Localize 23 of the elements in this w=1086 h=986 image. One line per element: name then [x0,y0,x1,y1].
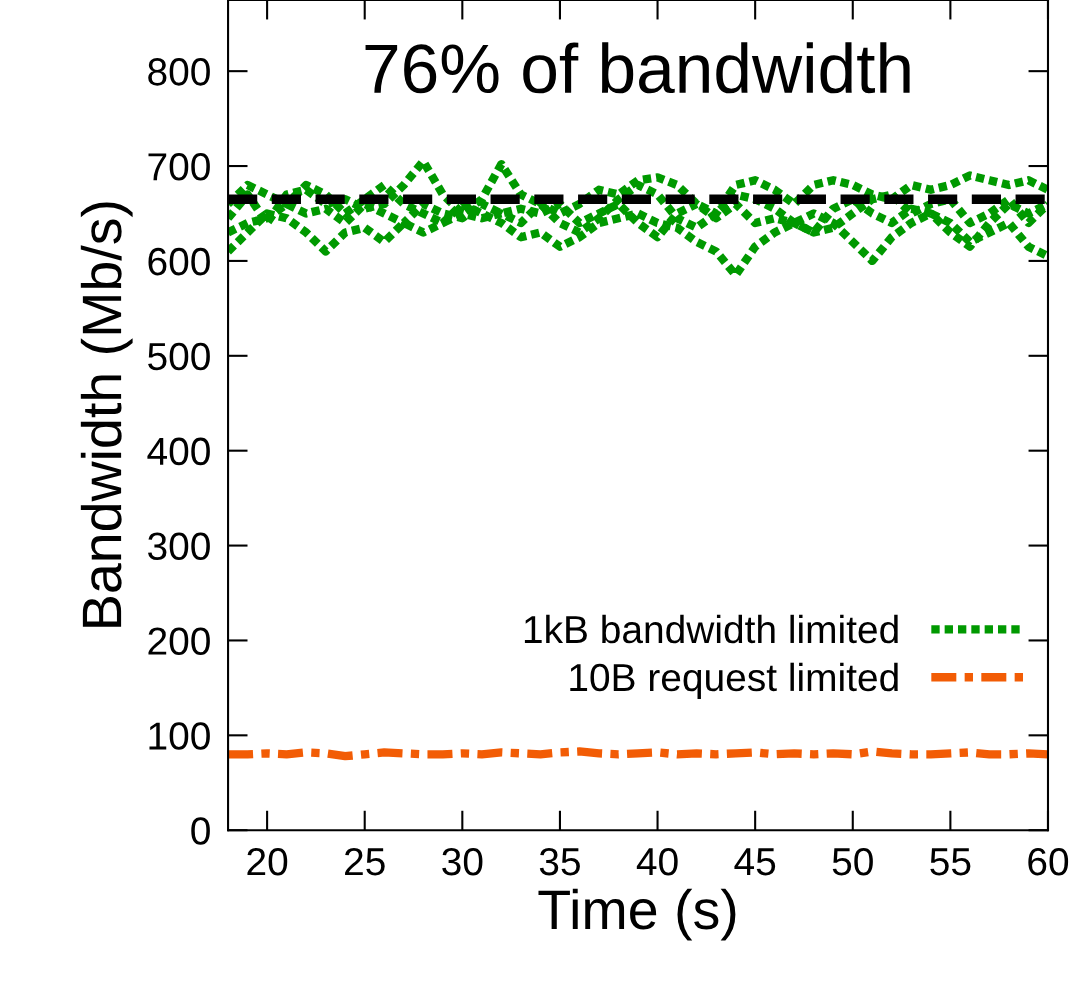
y-tick-label: 800 [148,58,210,86]
y-tick-label: 200 [148,627,210,655]
x-tick-label: 45 [734,848,776,876]
x-tick-label: 30 [442,847,483,876]
y-tick-label: 100 [149,722,210,750]
x-tick-label: 50 [832,847,873,876]
legend-label: 1kB bandwidth limited [524,614,898,644]
x-axis-title: Time (s) [538,888,736,941]
y-tick-label: 600 [148,247,210,276]
x-tick-label: 55 [930,848,971,876]
x-tick-label: 35 [539,847,580,876]
legend-label: 10B request limited [570,662,898,699]
annotation: 76% of bandwidth [365,42,910,94]
y-tick-label: 700 [148,152,210,181]
x-tick-label: 60 [1028,847,1069,876]
y-tick-label: 400 [147,437,210,466]
x-tick-label: 25 [345,847,385,876]
x-tick-label: 20 [247,847,288,876]
y-tick-label: 300 [148,532,210,561]
y-axis-title: Bandwidth (Mb/s) [80,202,133,627]
x-tick-label: 40 [636,847,678,876]
y-tick-label: 500 [148,342,210,371]
y-tick-label: 0 [191,817,210,845]
